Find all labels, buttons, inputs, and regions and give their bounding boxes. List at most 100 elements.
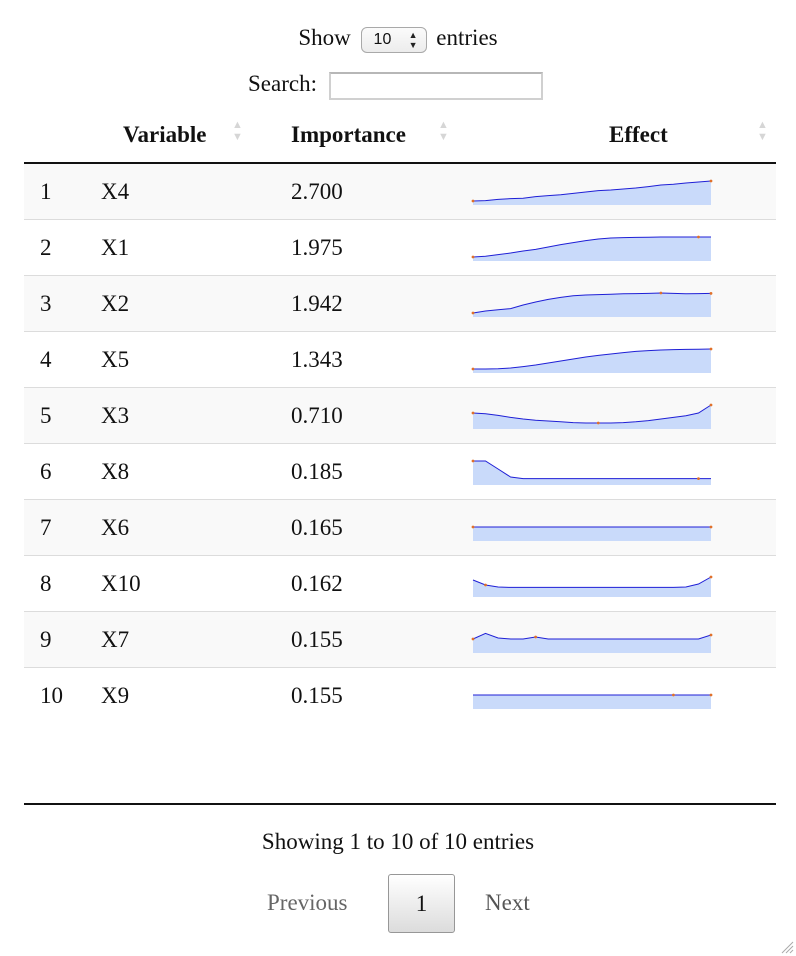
effect-sparkline [471,632,713,653]
effect-cell [461,275,776,332]
importance-cell: 1.942 [265,275,461,332]
sparkline-marker [471,255,475,258]
header-index [24,107,101,164]
variable-cell: X5 [101,331,265,388]
table-bottom-border [24,803,776,805]
sparkline-marker [709,693,713,696]
table-body: 1 X4 2.700 2 X1 1.975 3 X2 1.942 4 X5 1.343 5 X3 0.710… [24,163,776,723]
sparkline-line [472,632,712,639]
row-index: 7 [24,499,101,556]
effect-sparkline [471,179,713,205]
effect-sparkline [472,575,713,597]
effect-cell [461,387,776,444]
variable-cell: X8 [101,443,265,500]
effect-cell [461,331,776,388]
table-info: Showing 1 to 10 of 10 entries [261,829,535,854]
sparkline-marker [697,235,700,238]
sparkline-area [473,460,711,485]
sparkline-area [473,348,711,373]
sparkline-marker [471,311,475,314]
table-row[interactable]: 2 X1 1.975 [24,219,776,276]
sparkline-marker [596,421,600,424]
effect-sparkline [471,525,713,541]
next-page-button[interactable]: Next [485,890,530,915]
search-input[interactable] [328,71,543,100]
table-row[interactable]: 7 X6 0.165 [24,499,776,556]
entries-per-page-value: 10 [373,30,392,48]
table-row[interactable]: 3 X2 1.942 [24,275,776,332]
sparkline-line [472,180,712,201]
importance-cell: 1.343 [265,331,461,388]
sparkline-marker [697,476,700,480]
sparkline-line [473,460,711,479]
row-index: 10 [24,667,101,723]
sparkline-area [473,632,711,653]
page-1-button[interactable]: 1 [388,874,455,933]
sparkline-area [473,526,711,541]
variable-cell: X1 [101,219,265,276]
table-row[interactable]: 6 X8 0.185 [24,443,776,500]
sparkline-line [472,576,712,588]
sparkline-marker [471,525,475,528]
entries-per-page-select[interactable]: 10 ▲ ▼ [360,26,427,53]
table-row[interactable]: 1 X4 2.700 [24,163,776,220]
header-importance[interactable]: Importance ▲ ▼ [265,107,461,164]
importance-cell: 0.710 [265,387,461,444]
table-row[interactable]: 8 X10 0.162 [24,555,776,612]
table-row[interactable]: 9 X7 0.155 [24,611,776,668]
resize-grip-icon[interactable] [780,940,794,954]
row-index: 3 [24,275,101,332]
show-label: Show [298,25,351,50]
effect-cell [461,611,776,668]
variable-cell: X10 [101,555,265,612]
effect-cell [461,667,776,723]
effect-sparkline [471,291,713,317]
variable-cell: X6 [101,499,265,556]
effect-sparkline [471,459,711,485]
effect-cell [461,219,776,276]
sparkline-line [472,236,711,257]
header-variable[interactable]: Variable ▲ ▼ [101,107,265,164]
effect-cell [461,163,776,220]
sparkline-line [472,404,712,423]
sparkline-marker [471,199,475,202]
importance-cell: 0.155 [265,611,461,668]
sparkline-area [473,180,711,205]
effect-cell [461,443,776,500]
variable-cell: X4 [101,163,265,220]
effect-sparkline [471,347,713,373]
row-index: 9 [24,611,101,668]
effect-sparkline [473,693,713,709]
row-index: 5 [24,387,101,444]
variable-cell: X2 [101,275,265,332]
sparkline-line [473,348,712,369]
variable-cell: X7 [101,611,265,668]
row-index: 2 [24,219,101,276]
header-effect-label: Effect [609,121,668,147]
sparkline-area [473,236,711,261]
importance-cell: 0.165 [265,499,461,556]
search-label: Search: [248,71,317,96]
select-arrows-icon: ▲ ▼ [408,29,418,50]
table-row[interactable]: 4 X5 1.343 [24,331,776,388]
effect-cell [461,555,776,612]
effect-sparkline [471,403,713,429]
importance-cell: 0.162 [265,555,461,612]
sparkline-marker [471,637,475,640]
importance-table: Variable ▲ ▼ Importance ▲ ▼ Effect ▲ ▼ 1 X4 2… [24,107,776,723]
effect-cell [461,499,776,556]
table-row[interactable]: 5 X3 0.710 [24,387,776,444]
sort-both-icon: ▲ ▼ [438,119,449,143]
importance-cell: 2.700 [265,163,461,220]
row-index: 4 [24,331,101,388]
row-index: 6 [24,443,101,500]
previous-page-button[interactable]: Previous [267,890,348,915]
importance-cell: 0.155 [265,667,461,723]
variable-cell: X3 [101,387,265,444]
sparkline-marker [709,525,713,528]
importance-cell: 0.185 [265,443,461,500]
sparkline-marker [709,633,713,636]
header-effect[interactable]: Effect ▲ ▼ [461,107,776,164]
table-row[interactable]: 10 X9 0.155 [24,667,776,723]
sparkline-marker [709,179,713,182]
